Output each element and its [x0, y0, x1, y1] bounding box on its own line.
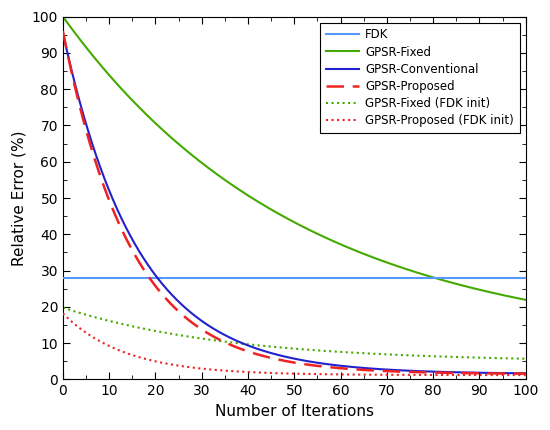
- GPSR-Proposed (FDK init): [59, 311, 66, 316]
- FDK: [64, 275, 71, 280]
- GPSR-Fixed (FDK init): [509, 356, 515, 361]
- GPSR-Fixed: [272, 209, 279, 215]
- Y-axis label: Relative Error (%): Relative Error (%): [11, 130, 26, 266]
- GPSR-Proposed (FDK init): [83, 331, 90, 336]
- X-axis label: Number of Iterations: Number of Iterations: [215, 404, 374, 419]
- GPSR-Proposed (FDK init): [509, 372, 515, 378]
- Line: GPSR-Fixed (FDK init): GPSR-Fixed (FDK init): [63, 307, 526, 359]
- GPSR-Proposed: [522, 371, 529, 376]
- GPSR-Proposed: [285, 359, 292, 364]
- GPSR-Fixed: [59, 14, 66, 19]
- GPSR-Proposed: [509, 371, 515, 376]
- GPSR-Fixed: [509, 295, 515, 300]
- GPSR-Fixed (FDK init): [522, 356, 529, 361]
- GPSR-Proposed (FDK init): [509, 372, 515, 378]
- GPSR-Fixed (FDK init): [509, 356, 515, 361]
- GPSR-Proposed: [59, 28, 66, 34]
- FDK: [59, 275, 66, 280]
- GPSR-Fixed: [424, 273, 431, 278]
- GPSR-Proposed: [83, 129, 90, 134]
- GPSR-Fixed (FDK init): [272, 344, 279, 350]
- GPSR-Proposed: [509, 371, 515, 376]
- GPSR-Fixed (FDK init): [59, 305, 66, 310]
- GPSR-Proposed (FDK init): [522, 372, 529, 378]
- GPSR-Conventional: [509, 371, 515, 376]
- GPSR-Fixed (FDK init): [424, 353, 431, 359]
- Line: GPSR-Fixed: GPSR-Fixed: [63, 17, 526, 300]
- GPSR-Conventional: [272, 352, 279, 357]
- GPSR-Fixed: [83, 45, 90, 50]
- Line: GPSR-Proposed (FDK init): GPSR-Proposed (FDK init): [63, 313, 526, 375]
- GPSR-Proposed (FDK init): [285, 371, 292, 376]
- GPSR-Proposed: [424, 370, 431, 375]
- GPSR-Fixed: [285, 216, 292, 221]
- GPSR-Conventional: [285, 355, 292, 360]
- GPSR-Conventional: [424, 369, 431, 374]
- GPSR-Proposed (FDK init): [272, 371, 279, 376]
- GPSR-Conventional: [522, 371, 529, 376]
- GPSR-Conventional: [509, 371, 515, 376]
- Line: GPSR-Conventional: GPSR-Conventional: [63, 33, 526, 373]
- GPSR-Conventional: [59, 31, 66, 36]
- GPSR-Conventional: [83, 123, 90, 128]
- Line: GPSR-Proposed: GPSR-Proposed: [63, 31, 526, 374]
- GPSR-Proposed: [272, 356, 279, 362]
- Legend: FDK, GPSR-Fixed, GPSR-Conventional, GPSR-Proposed, GPSR-Fixed (FDK init), GPSR-P: FDK, GPSR-Fixed, GPSR-Conventional, GPSR…: [320, 22, 520, 133]
- GPSR-Fixed (FDK init): [83, 312, 90, 317]
- GPSR-Fixed (FDK init): [285, 346, 292, 351]
- GPSR-Proposed (FDK init): [424, 372, 431, 378]
- GPSR-Fixed: [509, 295, 515, 300]
- GPSR-Fixed: [522, 297, 529, 302]
